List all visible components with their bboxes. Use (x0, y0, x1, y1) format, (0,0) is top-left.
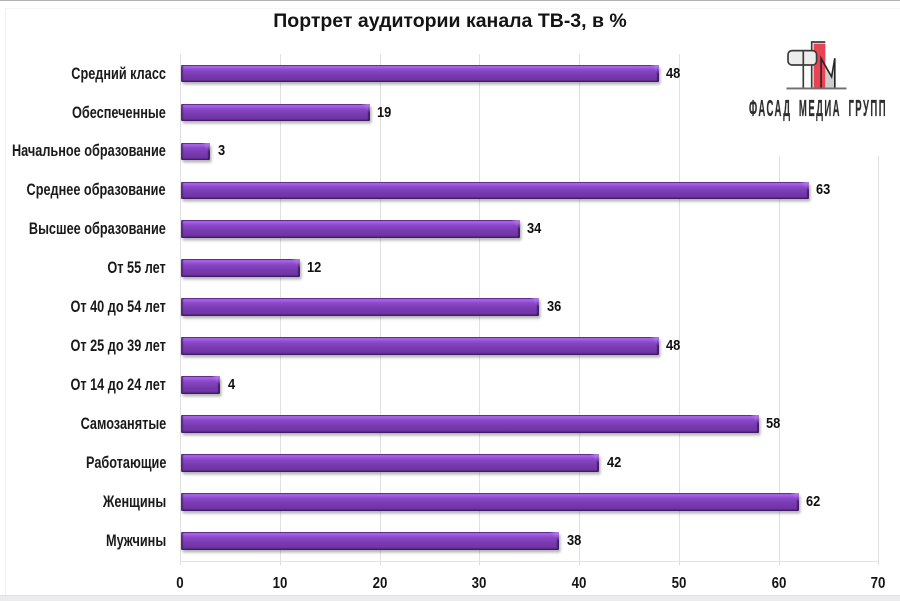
svg-text:ФАСАД МЕДИА ГРУПП: ФАСАД МЕДИА ГРУПП (749, 95, 887, 121)
